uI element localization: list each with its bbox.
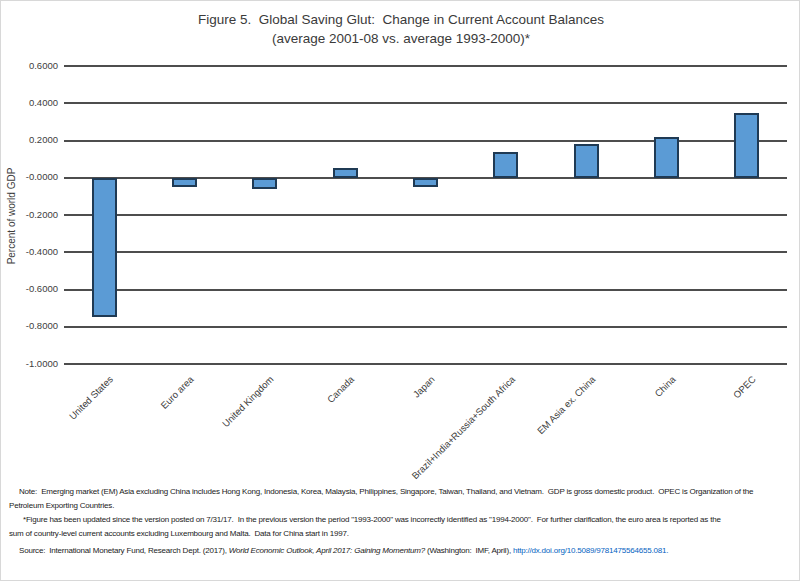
x-axis-label-canada: Canada (325, 374, 356, 405)
x-axis-label-united-states: United States (67, 374, 115, 422)
y-axis-tick-label: -0.6000 (1, 283, 58, 294)
gridline (64, 65, 787, 67)
footnote-line: sum of country-level current accounts ex… (9, 527, 797, 541)
chart-title-line2: (average 2001-08 vs. average 1993-2000)* (272, 31, 530, 46)
update-note-text: *Figure has been updated since the versi… (9, 513, 797, 541)
source-text: Source: International Monetary Fund, Res… (9, 544, 797, 558)
bar-japan (413, 178, 438, 187)
gridline (64, 102, 787, 104)
chart-title: Figure 5. Global Saving Glut: Change in … (1, 10, 800, 48)
x-axis-label-opec: OPEC (731, 374, 758, 401)
y-axis-tick-label: 0.6000 (1, 60, 58, 71)
gridline (64, 289, 787, 291)
y-axis-tick-label: 0.2000 (1, 134, 58, 145)
y-axis-tick-label: 0.4000 (1, 97, 58, 108)
y-axis-tick-label: -0.4000 (1, 246, 58, 257)
y-axis-tick-label: -1.0000 (1, 358, 58, 369)
gridline (64, 214, 787, 216)
gridline (64, 363, 787, 365)
y-axis-tick-label: -0.0000 (1, 171, 58, 182)
y-axis-tick-label: -0.2000 (1, 209, 58, 220)
bar-em-asia-ex-china (574, 144, 599, 178)
footnote-line: Note: Emerging market (EM) Asia excludin… (9, 485, 797, 499)
bar-china (654, 137, 679, 178)
source-prefix: Source: International Monetary Fund, Res… (19, 546, 229, 555)
x-axis-label-japan: Japan (410, 374, 436, 400)
x-axis-label-euro-area: Euro area (158, 374, 195, 411)
bar-canada (333, 168, 358, 177)
source-middle: (Washington: IMF, April), (425, 546, 513, 555)
bar-united-states (92, 178, 117, 318)
x-axis-label-em-asia-ex-china: EM Asia ex. China (534, 374, 597, 437)
figure-page: Figure 5. Global Saving Glut: Change in … (0, 0, 800, 581)
y-axis-tick-label: -0.8000 (1, 320, 58, 331)
note-text: Note: Emerging market (EM) Asia excludin… (9, 485, 797, 513)
bar-euro-area (172, 178, 197, 187)
bar-united-kingdom (252, 178, 277, 189)
gridline (64, 326, 787, 328)
gridline (64, 251, 787, 253)
chart-title-line1: Figure 5. Global Saving Glut: Change in … (198, 12, 604, 27)
bar-brazil-india-russia-south-africa (493, 152, 518, 178)
footnote-line: *Figure has been updated since the versi… (9, 513, 797, 527)
source-publication-title: World Economic Outlook, April 2017: Gain… (229, 546, 425, 555)
bar-opec (734, 113, 759, 178)
footnote-line: Petroleum Exporting Countries. (9, 499, 797, 513)
source-doi-link[interactable]: http://dx.doi.org/10.5089/9781475564655.… (513, 546, 668, 555)
x-axis-label-united-kingdom: United Kingdom (220, 374, 276, 430)
x-axis-label-china: China (652, 374, 677, 399)
